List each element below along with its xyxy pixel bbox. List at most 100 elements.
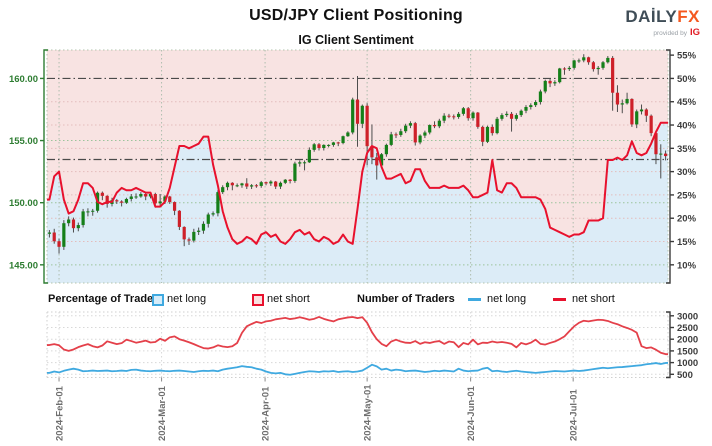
candle-body-up <box>192 231 196 241</box>
candle <box>606 56 610 64</box>
candle <box>201 221 206 234</box>
candle-body-up <box>635 111 639 125</box>
candle-body-up <box>399 131 403 135</box>
candle-body-down <box>144 193 148 197</box>
candle-body-up <box>596 67 600 70</box>
percent-axis-label: 40% <box>677 121 697 132</box>
net-short-percent-line <box>47 121 668 245</box>
candle <box>586 56 591 65</box>
candle-body-up <box>625 98 629 104</box>
candle <box>182 226 186 247</box>
candle-body-down <box>264 182 268 184</box>
candle <box>298 160 302 167</box>
candle-body-up <box>269 181 273 184</box>
candle <box>558 67 562 84</box>
candle-body-down <box>336 142 340 144</box>
candle-body-up <box>67 219 71 224</box>
candle-body-up <box>505 113 509 116</box>
dailyfx-logo: DAİLYFX provided by IG <box>625 8 700 38</box>
provided-by-line: provided by IG <box>653 27 700 38</box>
candle <box>91 208 95 216</box>
candle <box>81 208 85 228</box>
candle-body-down <box>447 115 451 117</box>
candle <box>553 80 557 86</box>
candle-body-down <box>288 179 292 181</box>
date-label: 2024-Apr-01 <box>261 386 272 441</box>
candle-body-down <box>654 133 658 155</box>
candle-body-up <box>302 162 307 164</box>
candle <box>659 144 663 179</box>
candle <box>288 179 292 184</box>
candle <box>278 181 283 190</box>
candle <box>76 222 80 232</box>
legend: Percentage of Traders net long net short… <box>0 290 712 308</box>
candle <box>620 99 624 114</box>
candle-body-up <box>346 132 350 137</box>
legend-percentage-net-short-label: net short <box>267 293 310 305</box>
candle-body-up <box>408 123 413 126</box>
candle <box>490 124 494 136</box>
candle-body-up <box>601 62 605 68</box>
candle-body-up <box>216 192 220 214</box>
candle <box>158 193 162 207</box>
candle <box>466 107 470 121</box>
percent-axis-label: 20% <box>677 214 697 225</box>
candle-body-up <box>379 154 384 166</box>
candle <box>192 228 196 243</box>
candle-body-up <box>278 182 283 187</box>
candle-body-up <box>221 187 225 193</box>
candle-body-up <box>461 108 466 114</box>
price-axis-label: 160.00 <box>9 74 38 85</box>
candle <box>47 230 52 238</box>
chart-subtitle: IG Client Sentiment <box>298 33 414 47</box>
candle <box>529 103 533 110</box>
date-label: 2024-Mar-01 <box>157 385 168 441</box>
candle <box>274 180 278 190</box>
candle-body-up <box>384 144 388 155</box>
candle <box>139 192 143 198</box>
candle-body-down <box>452 116 456 118</box>
candle <box>269 180 273 186</box>
price-axis-label: 145.00 <box>9 260 38 271</box>
candle <box>567 65 571 71</box>
percent-axis-label: 15% <box>677 237 697 248</box>
candle-body-up <box>534 102 538 106</box>
candle <box>57 238 61 254</box>
candle <box>312 143 316 152</box>
candle <box>134 193 138 199</box>
bottom-plot-border <box>46 311 669 378</box>
count-axis-line <box>666 311 671 379</box>
candle-body-up <box>76 225 80 229</box>
candle <box>408 121 413 129</box>
candle-body-down <box>172 202 177 211</box>
candle <box>240 182 244 188</box>
candle-body-up <box>606 57 610 63</box>
candle-body-up <box>495 118 499 134</box>
candle-body-up <box>389 134 393 145</box>
candle <box>168 195 172 204</box>
page-title: USD/JPY Client Positioning <box>249 7 463 24</box>
candle-body-down <box>355 99 360 124</box>
candle-body-up <box>307 149 311 163</box>
candle-body-up <box>428 125 432 133</box>
date-label: 2024-Jun-01 <box>466 385 477 441</box>
candle <box>562 67 567 75</box>
candle-body-down <box>615 92 620 105</box>
percent-axis-label: 55% <box>677 51 697 62</box>
percent-axis-label: 10% <box>677 260 697 271</box>
candle-body-up <box>404 125 408 132</box>
candle-body-up <box>485 126 490 142</box>
candle-body-up <box>81 211 85 226</box>
candle-body-up <box>341 136 345 144</box>
count-axis-label: 500 <box>677 370 693 381</box>
candle <box>649 114 653 137</box>
count-axis-label: 3000 <box>677 311 698 322</box>
candle <box>86 208 90 217</box>
percent-axis-label: 45% <box>677 97 697 108</box>
count-axis-label: 1000 <box>677 358 698 369</box>
candle <box>481 125 485 147</box>
candle-body-up <box>553 82 557 84</box>
candle <box>177 210 181 231</box>
candle-body-up <box>139 193 143 197</box>
